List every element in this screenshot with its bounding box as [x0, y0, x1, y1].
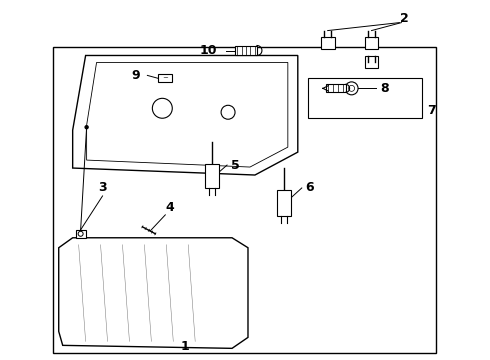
- Bar: [158, 75, 172, 82]
- Bar: [205, 164, 219, 188]
- Bar: [75, 230, 86, 238]
- Bar: [235, 45, 257, 55]
- Circle shape: [85, 126, 88, 129]
- Bar: [326, 84, 345, 92]
- Text: 4: 4: [166, 201, 174, 215]
- Text: 2: 2: [400, 12, 409, 25]
- Text: 3: 3: [98, 181, 107, 194]
- Text: ~: ~: [162, 75, 168, 81]
- Text: 9: 9: [131, 69, 140, 82]
- Bar: [277, 190, 291, 216]
- Bar: [308, 78, 422, 118]
- Text: 7: 7: [427, 104, 436, 117]
- Bar: [365, 37, 378, 49]
- Text: 6: 6: [305, 181, 314, 194]
- Bar: [365, 57, 378, 68]
- Text: 8: 8: [380, 82, 389, 95]
- Text: 1: 1: [181, 340, 190, 353]
- Bar: [53, 46, 436, 353]
- Text: 10: 10: [199, 44, 217, 57]
- Text: 5: 5: [231, 158, 240, 172]
- Bar: [321, 37, 335, 49]
